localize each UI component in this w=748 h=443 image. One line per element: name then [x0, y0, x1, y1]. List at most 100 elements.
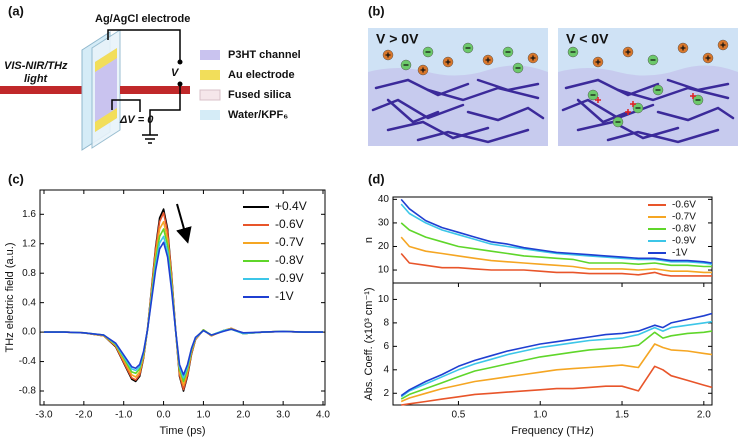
legend-label: Fused silica [228, 89, 292, 101]
polymer-chain [476, 78, 540, 92]
legend-label: -0.6V [672, 200, 696, 211]
y-tick-label: 4 [383, 364, 389, 375]
bias-label: V < 0V [566, 31, 609, 47]
legend-label: -0.7V [275, 235, 304, 249]
device-diagram: VIS-NIR/THz light Ag/AgCl electrode V ΔV… [0, 13, 301, 151]
y-tick-label: 0.4 [22, 297, 36, 308]
plot: 10 20 30 40 -0.6V-0.7V-0.8V-0.9V-1V n [363, 194, 713, 284]
swatch [200, 50, 220, 60]
polymer-chain [576, 120, 680, 140]
polymer-chain [426, 86, 540, 102]
legend-label: -0.9V [672, 236, 696, 247]
y-tick-label: 20 [378, 241, 390, 252]
series-line [400, 198, 713, 264]
legend-label: -0.9V [275, 271, 304, 285]
y-tick-label: 40 [378, 194, 390, 205]
x-tick-label: 2.0 [697, 410, 711, 421]
terminal [177, 59, 183, 65]
series-line [400, 312, 713, 397]
x-tick-label: 1.0 [533, 410, 547, 421]
ion-diagram: V > 0V V < 0V [368, 28, 738, 146]
polymer-chain [466, 106, 545, 122]
legend-label: P3HT channel [228, 49, 301, 61]
y-tick-label: 2 [383, 388, 389, 399]
polymer-chain [576, 98, 630, 124]
swatch [199, 89, 221, 101]
electrode-label: Ag/AgCl electrode [95, 13, 190, 25]
plot-frame [392, 282, 713, 406]
x-tick-label: 4.0 [316, 410, 330, 421]
x-axis-label: Frequency (THz) [511, 425, 594, 437]
beam [0, 86, 92, 94]
terminal [177, 81, 183, 87]
electrode [95, 48, 117, 72]
x-tick-label: -1.0 [115, 410, 133, 421]
x-tick-label: 0.0 [157, 410, 171, 421]
y-axis-label: n [363, 237, 375, 243]
y-tick-label: 10 [378, 294, 390, 305]
y-tick-label: 1.2 [22, 238, 36, 249]
series-line [400, 252, 712, 277]
legend-label: +0.4V [275, 199, 307, 213]
beam [120, 86, 190, 94]
series-line [400, 320, 713, 398]
bias-label: V > 0V [376, 31, 419, 47]
polymer-chain [656, 106, 735, 122]
y-tick-label: 1.6 [22, 209, 36, 220]
legend-label: Water/KPF₆ [228, 109, 288, 121]
series-line [401, 365, 713, 406]
panel-label: (d) [368, 171, 385, 186]
x-tick-label: 0.5 [451, 410, 465, 421]
polymer-chain [416, 128, 530, 144]
series-line [400, 236, 712, 274]
trend-arrow [176, 203, 192, 244]
series-line [400, 343, 713, 403]
panel-label: (b) [368, 3, 385, 18]
x-tick-label: -3.0 [35, 410, 53, 421]
x-tick-label: 2.0 [236, 410, 250, 421]
channel [95, 48, 117, 132]
panel-label: (c) [8, 171, 24, 186]
legend-label: -1V [275, 289, 294, 303]
swatch [200, 70, 220, 80]
x-tick-label: 3.0 [276, 410, 290, 421]
polymer-chain [386, 120, 490, 140]
y-axis-label: Abs. Coeff. (x10³ cm⁻¹) [363, 287, 375, 400]
x-axis-label: Time (ps) [159, 425, 205, 437]
wire [149, 84, 181, 135]
y-axis-label: THz electric field (a.u.) [4, 242, 16, 352]
legend-label: -0.7V [672, 212, 696, 223]
panel-label: (a) [8, 3, 24, 18]
polymer-chain [374, 78, 470, 97]
plot: 2 4 6 8 10 0.5 1.0 1.5 2.0 Frequency (THz) Abs. Co… [363, 282, 713, 437]
y-tick-label: 0.8 [22, 268, 36, 279]
y-tick-label: 0.0 [22, 327, 36, 338]
legend-label: -0.6V [275, 217, 304, 231]
wire [107, 29, 181, 62]
series-line [400, 330, 713, 400]
y-tick-label: 6 [383, 341, 389, 352]
series-line [44, 228, 323, 383]
beam-label: VIS-NIR/THz [4, 60, 68, 72]
y-tick-label: 10 [378, 265, 390, 276]
plot-frame [39, 189, 326, 406]
polymer-chain [371, 98, 465, 120]
swatch [200, 110, 220, 120]
beam-label: light [24, 73, 49, 85]
legend-label: -1V [672, 248, 688, 259]
plot: -0.8 -0.4 0.0 0.4 0.8 1.2 1.6 -3.0 -2.0 -1.0 0.0 1.… [4, 189, 330, 437]
x-tick-label: 1.5 [615, 410, 629, 421]
y-tick-label: -0.8 [19, 386, 37, 397]
y-tick-label: 30 [378, 218, 390, 229]
polymer-chain [606, 128, 720, 144]
polymer-chain [666, 78, 730, 92]
legend-label: -0.8V [672, 224, 696, 235]
polymer-chain [564, 78, 660, 97]
electrode [95, 108, 117, 132]
delta-label: ΔV = 0 [119, 114, 154, 126]
polymer-chain [386, 98, 440, 124]
series-line [400, 203, 713, 265]
series-line [400, 222, 712, 268]
x-tick-label: 1.0 [196, 410, 210, 421]
